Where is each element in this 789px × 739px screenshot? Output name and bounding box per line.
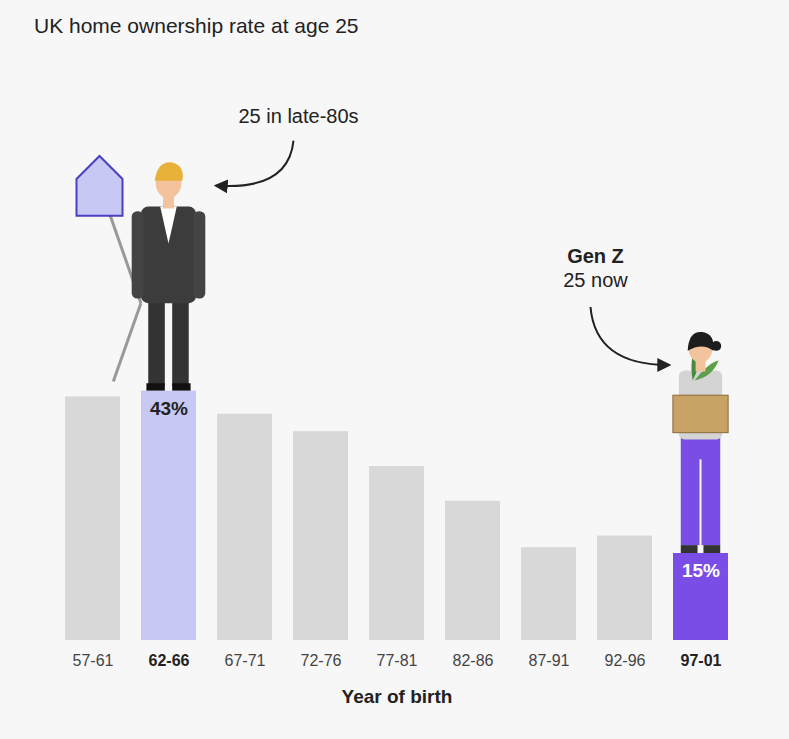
svg-text:97-01: 97-01 [681, 652, 722, 669]
svg-text:43%: 43% [150, 398, 188, 419]
svg-text:77-81: 77-81 [377, 652, 418, 669]
svg-text:57-61: 57-61 [73, 652, 114, 669]
svg-text:87-91: 87-91 [529, 652, 570, 669]
svg-text:92-96: 92-96 [605, 652, 646, 669]
svg-text:62-66: 62-66 [149, 652, 190, 669]
svg-text:72-76: 72-76 [301, 652, 342, 669]
svg-text:82-86: 82-86 [453, 652, 494, 669]
svg-text:Gen Z25 now: Gen Z25 now [563, 245, 628, 291]
html-text:UK home ownership rate at age: UK home ownership rate at age 25 [34, 14, 359, 37]
svg-text:15%: 15% [682, 560, 720, 581]
svg-text:Year of birth: Year of birth [342, 686, 453, 707]
svg-text:67-71: 67-71 [225, 652, 266, 669]
svg-text:25 in late-80s: 25 in late-80s [239, 105, 359, 127]
